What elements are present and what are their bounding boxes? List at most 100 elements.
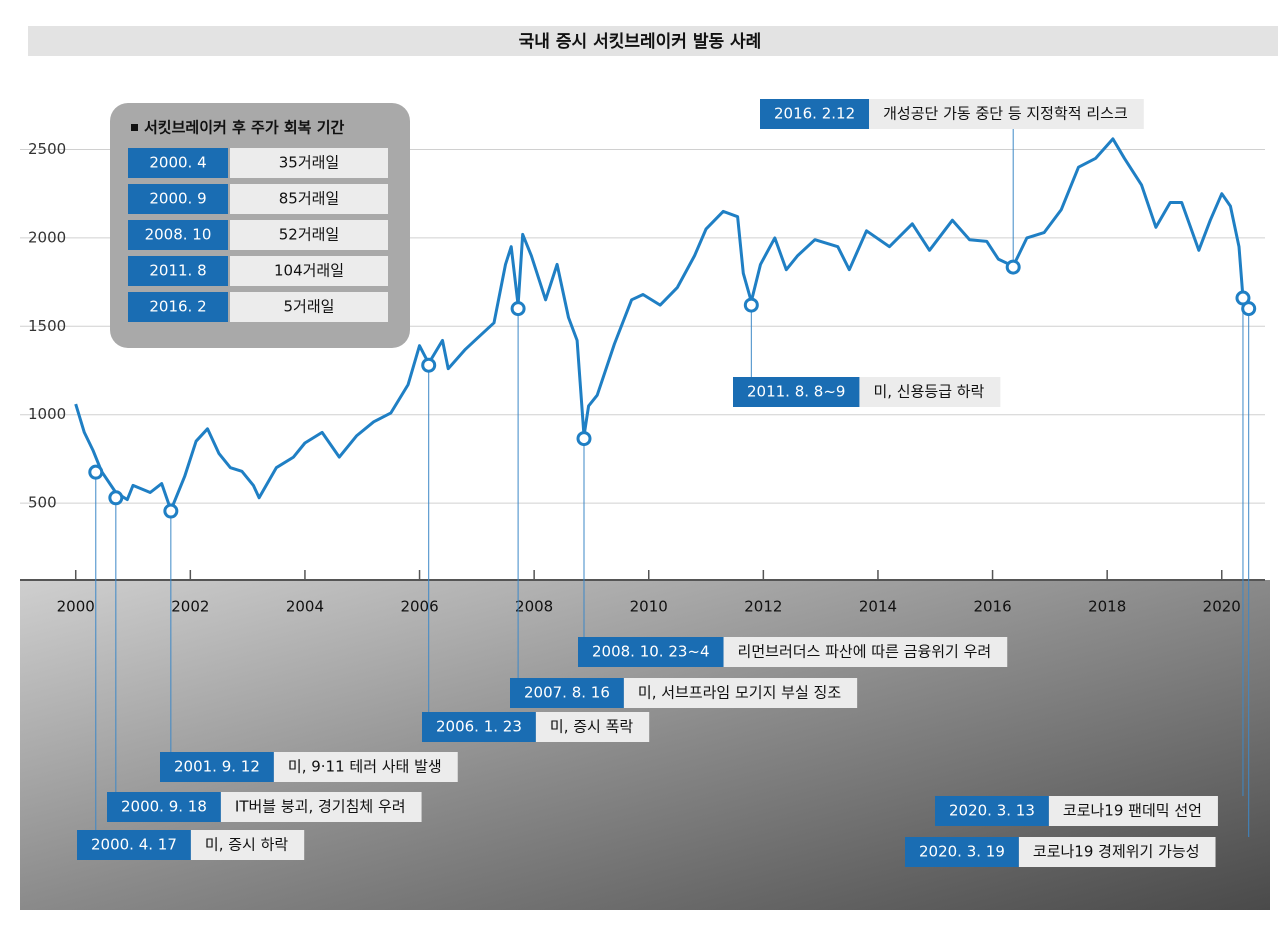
event-annotation: 2007. 8. 16 미, 서브프라임 모기지 부실 징조 bbox=[510, 301, 858, 708]
event-date-box bbox=[422, 712, 536, 742]
event-date: 2000. 4. 17 bbox=[91, 836, 177, 854]
event-annotation: 2011. 8. 8~9 미, 신용등급 하락 bbox=[733, 297, 1001, 407]
event-text: 코로나19 경제위기 가능성 bbox=[1033, 843, 1200, 861]
row-date-box bbox=[128, 256, 228, 286]
chart-title: 국내 증시 서킷브레이커 발동 사례 bbox=[519, 32, 762, 52]
x-tick-label: 2008 bbox=[515, 598, 553, 616]
event-date: 2001. 9. 12 bbox=[174, 758, 260, 776]
grid: 500 1000 1500 2000 2500 2000 2002 2004 2006 2008 2… bbox=[20, 140, 1265, 616]
event-date: 2000. 9. 18 bbox=[121, 798, 207, 816]
x-tick-label: 2014 bbox=[859, 598, 897, 616]
event-date-box bbox=[760, 99, 870, 129]
event-text: 미, 신용등급 하락 bbox=[873, 383, 984, 401]
event-text: 미, 증시 폭락 bbox=[550, 718, 634, 736]
event-text: 미, 증시 하락 bbox=[205, 836, 289, 854]
event-date-box bbox=[578, 637, 724, 667]
event-marker bbox=[1005, 259, 1021, 275]
event-text-box bbox=[273, 752, 458, 782]
row-date: 2016. 2 bbox=[149, 298, 206, 316]
y-tick-label: 2500 bbox=[28, 140, 66, 158]
event-date-box bbox=[77, 830, 191, 860]
event-text: 미, 서브프라임 모기지 부실 징조 bbox=[638, 684, 841, 702]
event-text-box bbox=[1018, 837, 1216, 867]
x-tick-label: 2020 bbox=[1203, 598, 1241, 616]
event-text: 미, 9·11 테러 사태 발생 bbox=[288, 758, 442, 776]
x-tick-label: 2002 bbox=[171, 598, 209, 616]
row-value-box bbox=[230, 292, 388, 322]
event-marker bbox=[163, 503, 179, 519]
x-tick-label: 2010 bbox=[630, 598, 668, 616]
event-annotation: 2016. 2.12 개성공단 가동 중단 등 지정학적 리스크 bbox=[760, 99, 1144, 275]
inset-title: 서킷브레이커 후 주가 회복 기간 bbox=[144, 119, 344, 137]
row-value-box bbox=[230, 220, 388, 250]
event-text: 리먼브러더스 파산에 따른 금융위기 우려 bbox=[738, 643, 992, 661]
event-text: 코로나19 팬데믹 선언 bbox=[1063, 802, 1202, 820]
row-date: 2000. 9 bbox=[149, 190, 206, 208]
row-date-box bbox=[128, 292, 228, 322]
x-tick-label: 2000 bbox=[57, 598, 95, 616]
row-value: 104거래일 bbox=[274, 262, 344, 280]
event-date: 2006. 1. 23 bbox=[436, 718, 522, 736]
event-marker bbox=[576, 431, 592, 447]
event-annotation: 2001. 9. 12 미, 9·11 테러 사태 발생 bbox=[160, 503, 458, 782]
event-marker bbox=[1241, 301, 1257, 317]
event-date: 2007. 8. 16 bbox=[524, 684, 610, 702]
event-text-box bbox=[869, 99, 1144, 129]
annotations: 2000. 4. 17 미, 증시 하락 2000. 9. 18 IT버블 붕괴, 경… bbox=[77, 99, 1257, 867]
event-text-box bbox=[190, 830, 305, 860]
row-value: 5거래일 bbox=[284, 298, 335, 316]
y-tick-label: 1500 bbox=[28, 317, 66, 335]
event-text-box bbox=[535, 712, 650, 742]
row-date: 2008. 10 bbox=[145, 226, 212, 244]
event-date-box bbox=[733, 377, 860, 407]
event-text-box bbox=[859, 377, 1001, 407]
row-date-box bbox=[128, 220, 228, 250]
inset-bullet bbox=[131, 124, 138, 131]
row-date: 2000. 4 bbox=[149, 154, 206, 172]
event-marker bbox=[421, 357, 437, 373]
row-value: 35거래일 bbox=[279, 154, 340, 172]
event-annotation: 2000. 9. 18 IT버블 붕괴, 경기침체 우려 bbox=[107, 490, 422, 822]
y-tick-label: 500 bbox=[28, 494, 57, 512]
event-annotation: 2006. 1. 23 미, 증시 폭락 bbox=[421, 357, 650, 742]
x-tick-label: 2016 bbox=[973, 598, 1011, 616]
row-date-box bbox=[128, 148, 228, 178]
row-value-box bbox=[230, 184, 388, 214]
event-date: 2016. 2.12 bbox=[774, 105, 855, 123]
event-date-box bbox=[935, 796, 1049, 826]
event-annotation: 2020. 3. 13 코로나19 팬데믹 선언 bbox=[935, 290, 1251, 826]
event-date-box bbox=[160, 752, 274, 782]
event-date: 2011. 8. 8~9 bbox=[747, 383, 845, 401]
event-date-box bbox=[510, 678, 624, 708]
event-marker bbox=[743, 297, 759, 313]
row-value-box bbox=[230, 256, 388, 286]
x-tick-label: 2012 bbox=[744, 598, 782, 616]
recovery-table: 서킷브레이커 후 주가 회복 기간 2000. 4 35거래일 2000. 9 85거래… bbox=[110, 103, 410, 348]
event-text-box bbox=[723, 637, 1008, 667]
event-date-box bbox=[905, 837, 1019, 867]
y-tick-label: 2000 bbox=[28, 228, 66, 246]
event-text: IT버블 붕괴, 경기침체 우려 bbox=[235, 798, 406, 816]
row-date-box bbox=[128, 184, 228, 214]
series-line bbox=[74, 137, 1251, 512]
event-date-box bbox=[107, 792, 221, 822]
event-date: 2008. 10. 23~4 bbox=[592, 643, 710, 661]
title-bar bbox=[28, 26, 1278, 56]
event-marker bbox=[510, 301, 526, 317]
row-date: 2011. 8 bbox=[149, 262, 206, 280]
event-date: 2020. 3. 13 bbox=[949, 802, 1035, 820]
event-marker bbox=[88, 464, 104, 480]
event-marker bbox=[108, 490, 124, 506]
event-text-box bbox=[220, 792, 422, 822]
event-text-box bbox=[623, 678, 858, 708]
event-text: 개성공단 가동 중단 등 지정학적 리스크 bbox=[883, 105, 1128, 123]
row-value: 85거래일 bbox=[279, 190, 340, 208]
event-annotation: 2000. 4. 17 미, 증시 하락 bbox=[77, 464, 305, 860]
x-tick-label: 2004 bbox=[286, 598, 324, 616]
x-tick-label: 2018 bbox=[1088, 598, 1126, 616]
event-annotation: 2008. 10. 23~4 리먼브러더스 파산에 따른 금융위기 우려 bbox=[576, 431, 1008, 667]
row-value-box bbox=[230, 148, 388, 178]
event-date: 2020. 3. 19 bbox=[919, 843, 1005, 861]
x-tick-label: 2006 bbox=[400, 598, 438, 616]
